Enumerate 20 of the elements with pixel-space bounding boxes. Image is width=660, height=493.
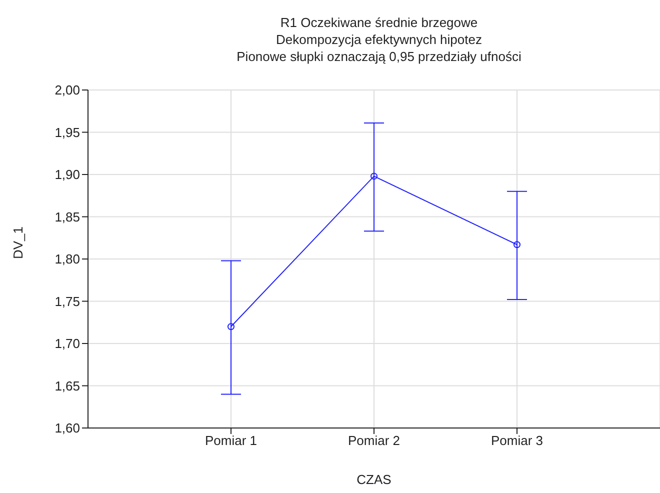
y-tick-label: 1,85 xyxy=(54,209,80,224)
y-tick-label: 1,65 xyxy=(54,378,80,394)
y-tick-label: 2,00 xyxy=(54,82,80,98)
y-tick-label: 1,70 xyxy=(54,336,80,352)
chart-subtitle: Dekompozycja efektywnych hipotez xyxy=(275,31,483,48)
y-tick-label: 1,75 xyxy=(54,294,80,309)
x-axis-title: CZAS xyxy=(356,472,392,487)
point xyxy=(514,241,520,248)
x-tick-label: Pomiar 2 xyxy=(348,433,400,448)
x-tick-label: Pomiar 1 xyxy=(204,433,258,448)
y-axis-title: DV_1 xyxy=(10,226,26,259)
x-tick-label: Pomiar 3 xyxy=(490,433,544,448)
point xyxy=(228,323,234,330)
point xyxy=(370,172,378,180)
text: Pionowe słupki oznaczają 0,95 przedziały ufności xyxy=(236,48,522,65)
y-tick-label: 1,90 xyxy=(54,167,80,182)
y-tick-label: 1,95 xyxy=(54,124,80,140)
y-tick-label: 1,80 xyxy=(54,252,80,267)
y-tick-label: 1,60 xyxy=(54,420,80,436)
chart-title: R1 Oczekiwane średnie brzegowe xyxy=(279,14,479,31)
